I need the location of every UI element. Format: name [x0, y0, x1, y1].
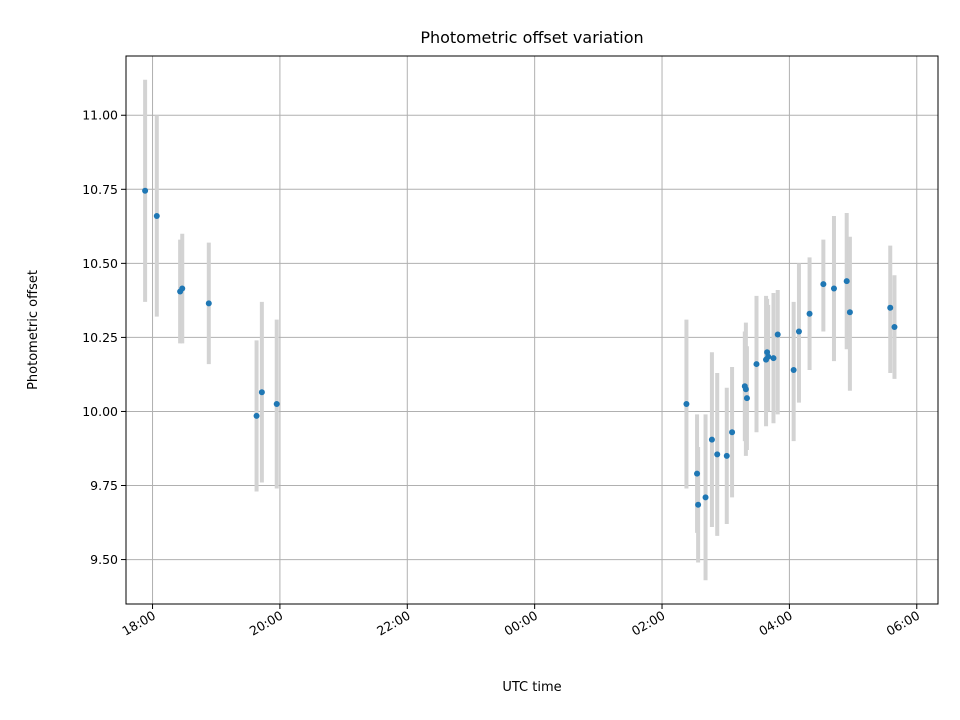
- y-tick-label: 9.75: [90, 478, 118, 493]
- data-point: [729, 429, 736, 436]
- y-tick-label: 10.25: [82, 330, 118, 345]
- data-point: [795, 328, 802, 335]
- data-point: [723, 452, 730, 459]
- y-axis-ticks: 9.50 9.75 10.00 10.25 10.50 10.75 11.00: [82, 108, 126, 567]
- data-point: [695, 501, 702, 508]
- data-point: [253, 412, 260, 419]
- data-point: [273, 401, 280, 408]
- x-tick-label: 20:00: [247, 608, 286, 639]
- y-tick-label: 10.75: [82, 182, 118, 197]
- x-tick-label: 00:00: [501, 608, 540, 639]
- data-markers: [142, 187, 898, 508]
- data-point: [142, 187, 149, 194]
- data-point: [153, 212, 160, 219]
- y-axis-label: Photometric offset: [26, 270, 41, 390]
- data-point: [714, 451, 721, 458]
- data-point: [743, 395, 750, 402]
- data-point: [765, 353, 772, 360]
- x-axis-ticks: 18:00 20:00 22:00 00:00 02:00 04:00 06:00: [119, 604, 922, 639]
- data-point: [258, 389, 265, 396]
- y-tick-label: 10.50: [82, 256, 118, 271]
- data-point: [753, 361, 760, 368]
- data-point: [891, 324, 898, 331]
- data-point: [790, 366, 797, 373]
- x-tick-label: 22:00: [374, 608, 413, 639]
- data-point: [820, 281, 827, 288]
- x-tick-label: 06:00: [884, 608, 923, 639]
- data-point: [694, 470, 701, 477]
- x-tick-label: 04:00: [756, 608, 795, 639]
- data-point: [770, 355, 777, 362]
- plot-frame: [125, 55, 939, 605]
- data-point: [830, 285, 837, 292]
- data-point: [683, 401, 690, 408]
- x-axis-label: UTC time: [502, 680, 561, 695]
- data-point: [708, 436, 715, 443]
- data-point: [846, 309, 853, 316]
- y-tick-label: 9.50: [90, 552, 118, 567]
- data-point: [887, 304, 894, 311]
- chart-title: Photometric offset variation: [420, 28, 643, 47]
- x-tick-label: 02:00: [629, 608, 668, 639]
- x-tick-label: 18:00: [119, 608, 158, 639]
- data-point: [205, 300, 212, 307]
- y-tick-label: 11.00: [82, 108, 118, 123]
- data-point: [702, 494, 709, 501]
- data-point: [742, 386, 749, 393]
- data-point: [843, 278, 850, 285]
- data-point: [806, 310, 813, 317]
- grid-lines: [126, 56, 938, 604]
- data-point: [179, 285, 186, 292]
- error-bars: [143, 79, 897, 581]
- y-tick-label: 10.00: [82, 404, 118, 419]
- data-point: [774, 331, 781, 338]
